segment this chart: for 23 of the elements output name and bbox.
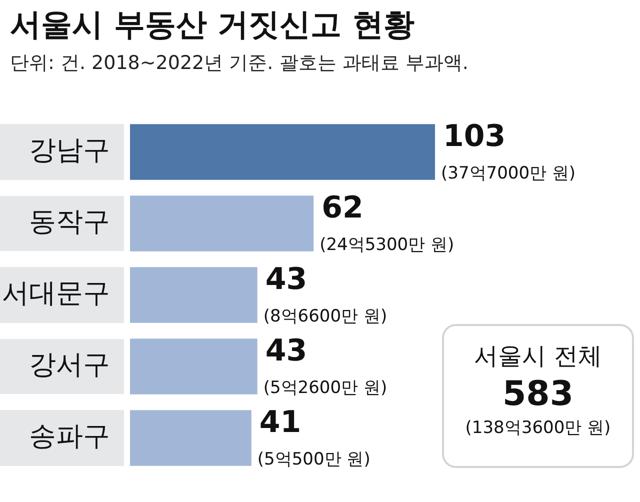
data-label: 103 bbox=[443, 118, 506, 154]
annotation: (5억2600만 원) bbox=[263, 378, 388, 398]
annotation: (24억5300만 원) bbox=[320, 234, 454, 255]
bar bbox=[130, 124, 435, 180]
y-tick-label: 동작구 bbox=[29, 206, 110, 238]
data-label: 41 bbox=[259, 404, 302, 440]
bar bbox=[130, 267, 258, 323]
data-label: 43 bbox=[265, 333, 308, 368]
bar bbox=[130, 338, 258, 394]
annotation: (8억6600만 원) bbox=[263, 306, 388, 326]
bar bbox=[130, 410, 252, 466]
total-summary-box: 서울시 전체 583 (138억3600만 원) bbox=[442, 324, 634, 468]
y-tick-label: 강남구 bbox=[29, 134, 110, 166]
y-tick-label: 서대문구 bbox=[2, 278, 110, 310]
data-label: 62 bbox=[322, 190, 364, 226]
annotation: (5억500만 원) bbox=[257, 449, 370, 470]
bar bbox=[130, 196, 314, 252]
chart-title: 서울시 부동산 거짓신고 현황 bbox=[10, 6, 414, 45]
y-tick-label: 송파구 bbox=[29, 421, 110, 452]
y-tick-label: 강서구 bbox=[29, 350, 110, 381]
annotation: (37억7000만 원) bbox=[441, 163, 576, 184]
chart-subtitle: 단위: 건. 2018~2022년 기준. 괄호는 과태료 부과액. bbox=[10, 51, 468, 76]
data-label: 43 bbox=[265, 262, 308, 297]
